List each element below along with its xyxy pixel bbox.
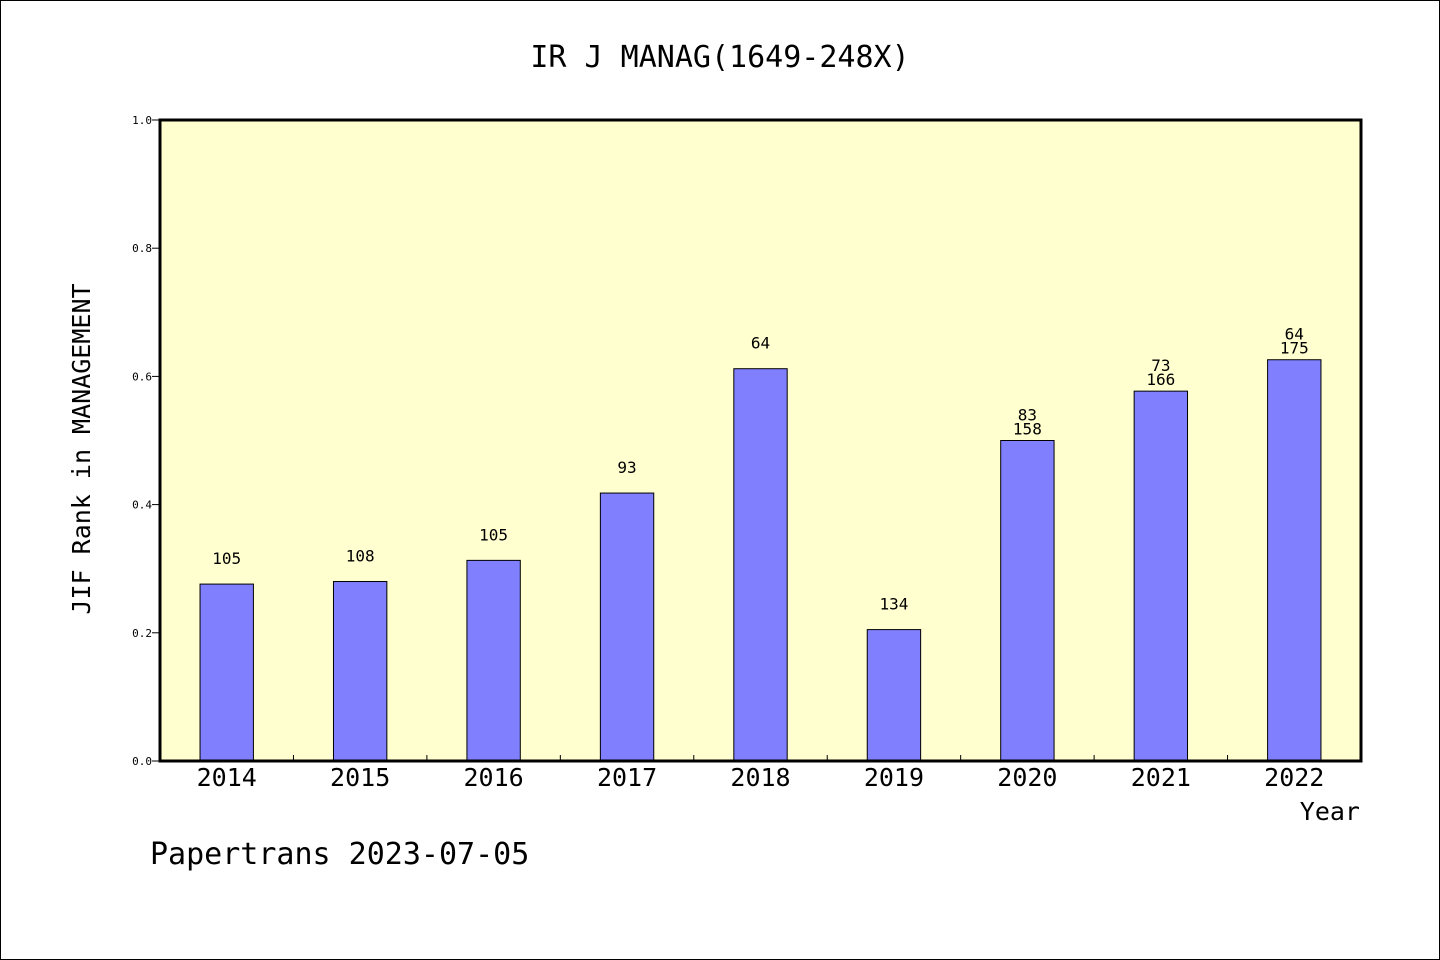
x-tick-label: 2015 bbox=[330, 763, 390, 792]
bar-2019 bbox=[866, 629, 922, 762]
plot-border bbox=[158, 118, 1363, 763]
x-tick-label: 2018 bbox=[730, 763, 790, 792]
bar-2017 bbox=[599, 492, 655, 762]
x-tick-label: 2020 bbox=[997, 763, 1057, 792]
bar-2021 bbox=[1133, 390, 1189, 762]
y-tick-label: 1.0 bbox=[132, 114, 152, 127]
footer-credit: Papertrans 2023-07-05 bbox=[150, 837, 529, 872]
data-label-bottom: 158 bbox=[1013, 420, 1042, 439]
bar-2015 bbox=[332, 581, 388, 762]
bar-2018 bbox=[733, 368, 788, 762]
data-label-bottom: 93 bbox=[617, 458, 636, 477]
y-axis-label: JIF Rank in MANAGEMENT bbox=[67, 283, 96, 614]
data-label-bottom: 175 bbox=[1280, 339, 1309, 358]
data-label-top: 64 bbox=[1285, 325, 1304, 344]
data-label-bottom: 105 bbox=[212, 549, 241, 568]
x-axis: 2014 2015 2016 2017 2018 2019 2020 2021 2022 bbox=[197, 755, 1324, 792]
x-axis-label: Year bbox=[1300, 797, 1360, 826]
y-tick-label: 0.2 bbox=[132, 627, 152, 640]
y-axis: 0.0 0.2 0.4 0.6 0.8 1.0 bbox=[132, 114, 160, 768]
x-tick-label: 2014 bbox=[197, 763, 257, 792]
x-tick-label: 2016 bbox=[464, 763, 524, 792]
data-label-bottom: 166 bbox=[1146, 370, 1175, 389]
y-tick-label: 0.0 bbox=[132, 755, 152, 768]
x-tick-label: 2022 bbox=[1264, 763, 1324, 792]
x-tick-label: 2017 bbox=[597, 763, 657, 792]
data-label-bottom: 134 bbox=[879, 595, 908, 614]
y-tick-label: 0.4 bbox=[132, 499, 152, 512]
bar-2022 bbox=[1267, 359, 1322, 762]
x-tick-label: 2021 bbox=[1131, 763, 1191, 792]
bars-group bbox=[199, 359, 1322, 762]
chart-title: IR J MANAG(1649-248X) bbox=[530, 40, 909, 75]
y-tick-label: 0.8 bbox=[132, 242, 152, 255]
data-label-bottom: 108 bbox=[346, 547, 375, 566]
bar-2016 bbox=[466, 559, 521, 762]
bar-2020 bbox=[1000, 440, 1055, 762]
data-label-top: 73 bbox=[1151, 356, 1170, 375]
x-tick-label: 2019 bbox=[864, 763, 924, 792]
data-label-top: 83 bbox=[1018, 406, 1037, 425]
data-label-bottom: 105 bbox=[479, 525, 508, 544]
y-tick-label: 0.6 bbox=[132, 370, 152, 383]
bar-2014 bbox=[199, 583, 254, 762]
data-label-bottom: 64 bbox=[751, 334, 770, 353]
